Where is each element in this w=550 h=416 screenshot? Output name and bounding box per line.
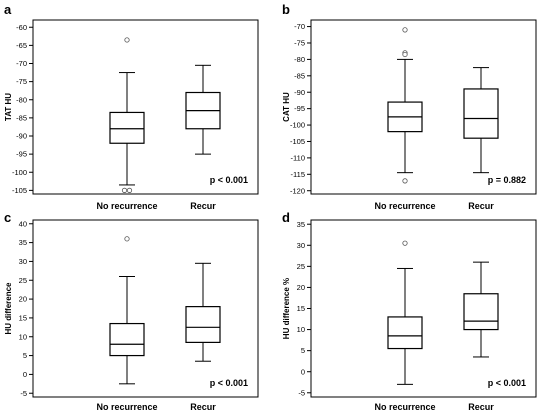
outlier-d-0-0 bbox=[402, 240, 408, 246]
plot-frame-c bbox=[32, 219, 259, 398]
plot-frame-a bbox=[32, 19, 259, 195]
panel-a: a TAT HU p < 0.001 No recurrence Recur -… bbox=[4, 2, 259, 211]
outlier-b-0-3 bbox=[402, 178, 408, 184]
panel-b: b CAT HU p = 0.882 No recurrence Recur -… bbox=[282, 2, 537, 211]
y-tick-label-b-7: -85 bbox=[294, 71, 305, 80]
box-d-0 bbox=[387, 316, 423, 350]
y-tick-label-a-4: -85 bbox=[16, 113, 27, 122]
panel-letter-c: c bbox=[4, 210, 11, 225]
box-b-1 bbox=[463, 88, 499, 139]
panel-letter-a: a bbox=[4, 2, 12, 17]
panel-d: d HU difference % p < 0.001 No recurrenc… bbox=[282, 210, 537, 412]
y-tick-label-a-5: -80 bbox=[16, 95, 27, 104]
y-axis-title-a: TAT HU bbox=[4, 93, 13, 121]
outlier-a-0-1 bbox=[121, 187, 128, 193]
y-tick-label-a-1: -100 bbox=[12, 168, 27, 177]
y-tick-label-b-10: -70 bbox=[294, 22, 305, 31]
category-label-c-1: Recur bbox=[190, 402, 216, 412]
y-tick-label-c-6: 25 bbox=[19, 276, 27, 285]
y-tick-label-b-5: -95 bbox=[294, 104, 305, 113]
box-c-1 bbox=[185, 306, 221, 343]
category-label-a-0: No recurrence bbox=[96, 201, 157, 211]
y-tick-label-a-2: -95 bbox=[16, 150, 27, 159]
y-tick-label-d-0: -5 bbox=[298, 388, 305, 397]
plot-frame-b bbox=[310, 19, 537, 195]
y-tick-label-a-8: -65 bbox=[16, 41, 27, 50]
outlier-b-0-2 bbox=[402, 51, 408, 58]
box-c-0 bbox=[109, 322, 145, 357]
p-value-b: p = 0.882 bbox=[488, 175, 526, 185]
y-tick-label-a-7: -70 bbox=[16, 59, 27, 68]
y-tick-label-d-3: 10 bbox=[297, 325, 305, 334]
box-a-0 bbox=[109, 111, 145, 144]
y-tick-label-b-2: -110 bbox=[291, 153, 305, 162]
y-tick-label-d-1: 0 bbox=[301, 367, 305, 376]
outlier-a-0-2 bbox=[126, 187, 133, 193]
y-tick-label-d-5: 20 bbox=[297, 283, 305, 292]
p-value-d: p < 0.001 bbox=[488, 378, 526, 388]
p-value-c: p < 0.001 bbox=[210, 378, 248, 388]
panel-letter-b: b bbox=[282, 2, 290, 17]
category-label-d-1: Recur bbox=[468, 402, 494, 412]
y-tick-label-c-9: 40 bbox=[19, 219, 27, 228]
y-tick-label-c-8: 35 bbox=[19, 238, 27, 247]
y-axis-title-d: HU difference % bbox=[282, 278, 291, 339]
y-axis-title-b: CAT HU bbox=[282, 92, 291, 122]
y-tick-label-c-7: 30 bbox=[19, 257, 27, 266]
y-tick-label-a-9: -60 bbox=[16, 23, 27, 32]
category-label-c-0: No recurrence bbox=[96, 402, 157, 412]
panel-c: c HU difference p < 0.001 No recurrence … bbox=[4, 210, 259, 412]
y-tick-label-c-3: 10 bbox=[19, 332, 27, 341]
category-label-b-1: Recur bbox=[468, 201, 494, 211]
y-axis-title-c: HU difference bbox=[4, 282, 13, 335]
p-value-a: p < 0.001 bbox=[210, 175, 248, 185]
y-tick-label-b-8: -80 bbox=[294, 55, 305, 64]
y-tick-label-b-4: -100 bbox=[290, 121, 305, 130]
y-tick-label-c-0: -5 bbox=[20, 389, 27, 398]
y-tick-label-a-3: -90 bbox=[16, 132, 27, 141]
category-label-a-1: Recur bbox=[190, 201, 216, 211]
y-tick-label-d-2: 5 bbox=[301, 346, 305, 355]
y-tick-label-b-3: -105 bbox=[290, 137, 305, 146]
y-tick-label-d-6: 25 bbox=[297, 262, 305, 271]
y-tick-label-d-4: 15 bbox=[297, 304, 305, 313]
y-tick-label-b-9: -75 bbox=[294, 39, 305, 48]
outlier-c-0-0 bbox=[124, 236, 130, 242]
category-label-b-0: No recurrence bbox=[374, 201, 435, 211]
y-tick-label-c-2: 5 bbox=[23, 351, 27, 360]
y-tick-label-a-0: -105 bbox=[12, 186, 27, 195]
y-tick-label-b-0: -120 bbox=[290, 186, 305, 195]
y-tick-label-c-4: 15 bbox=[19, 314, 27, 323]
y-tick-label-d-7: 30 bbox=[297, 241, 305, 250]
outlier-b-0-0 bbox=[402, 27, 408, 33]
y-tick-label-c-1: 0 bbox=[23, 370, 27, 379]
y-tick-label-d-8: 35 bbox=[297, 220, 305, 229]
y-tick-label-c-5: 20 bbox=[19, 295, 27, 304]
y-tick-label-b-1: -115 bbox=[291, 170, 305, 179]
y-tick-label-a-6: -75 bbox=[16, 77, 27, 86]
category-label-d-0: No recurrence bbox=[374, 402, 435, 412]
y-tick-label-b-6: -90 bbox=[294, 88, 305, 97]
plot-frame-d bbox=[310, 219, 537, 398]
panel-letter-d: d bbox=[282, 210, 290, 225]
box-d-1 bbox=[463, 293, 499, 331]
outlier-a-0-0 bbox=[124, 37, 130, 43]
